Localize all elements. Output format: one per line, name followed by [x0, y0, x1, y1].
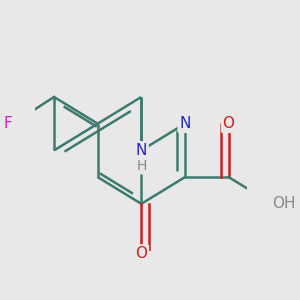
Text: N: N — [179, 116, 191, 131]
Text: O: O — [223, 116, 235, 131]
Text: O: O — [135, 246, 147, 261]
Text: OH: OH — [272, 196, 296, 211]
Text: N: N — [136, 143, 147, 158]
Text: F: F — [4, 116, 13, 131]
Text: H: H — [136, 159, 146, 173]
